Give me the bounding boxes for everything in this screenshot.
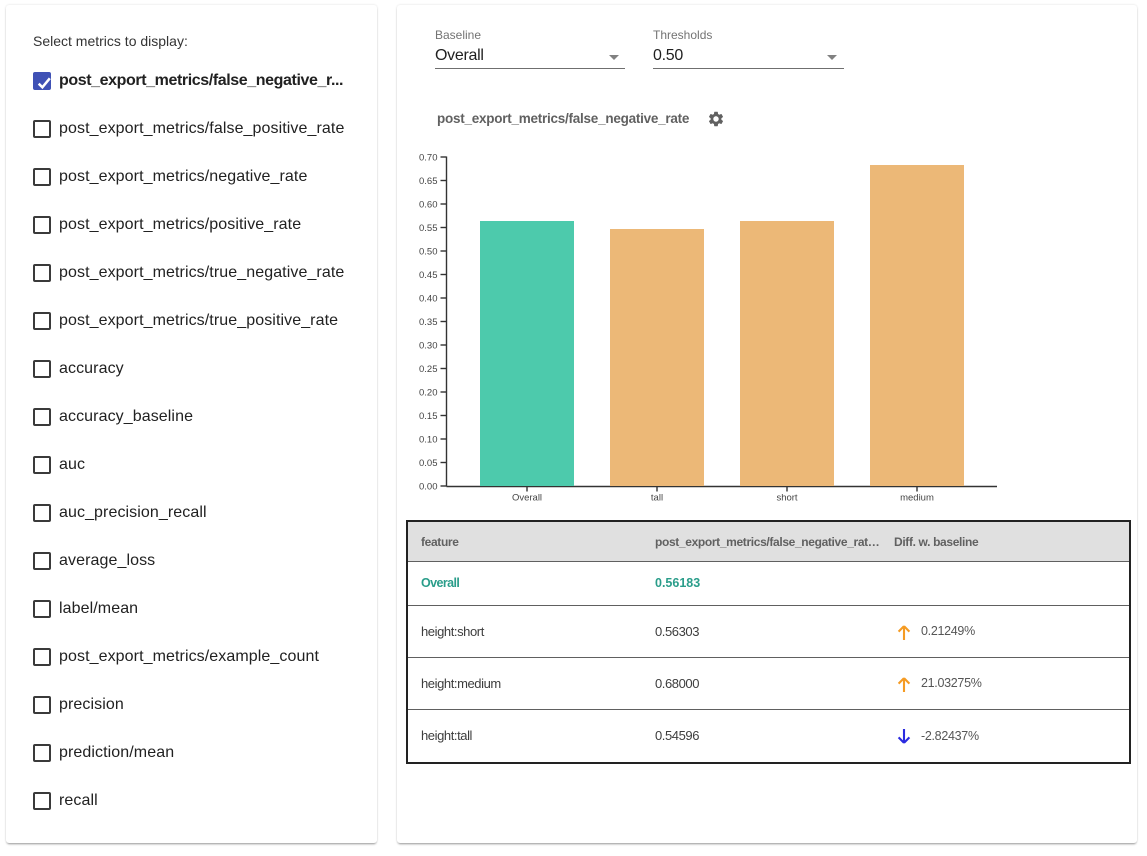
- svg-text:0.30: 0.30: [419, 341, 438, 352]
- svg-text:0.65: 0.65: [419, 176, 438, 187]
- svg-text:0.20: 0.20: [419, 388, 438, 399]
- svg-text:0.35: 0.35: [419, 317, 438, 328]
- svg-text:0.10: 0.10: [419, 435, 438, 446]
- svg-text:0.00: 0.00: [419, 482, 438, 493]
- svg-text:medium: medium: [900, 493, 934, 504]
- svg-text:0.55: 0.55: [419, 223, 438, 234]
- svg-text:short: short: [776, 493, 797, 504]
- svg-text:tall: tall: [651, 493, 663, 504]
- svg-text:0.15: 0.15: [419, 411, 438, 422]
- svg-text:0.40: 0.40: [419, 294, 438, 305]
- svg-text:0.45: 0.45: [419, 270, 438, 281]
- svg-text:0.05: 0.05: [419, 458, 438, 469]
- svg-text:0.60: 0.60: [419, 200, 438, 211]
- svg-text:Overall: Overall: [512, 493, 542, 504]
- svg-text:0.25: 0.25: [419, 364, 438, 375]
- svg-text:0.70: 0.70: [419, 153, 438, 164]
- svg-text:0.50: 0.50: [419, 247, 438, 258]
